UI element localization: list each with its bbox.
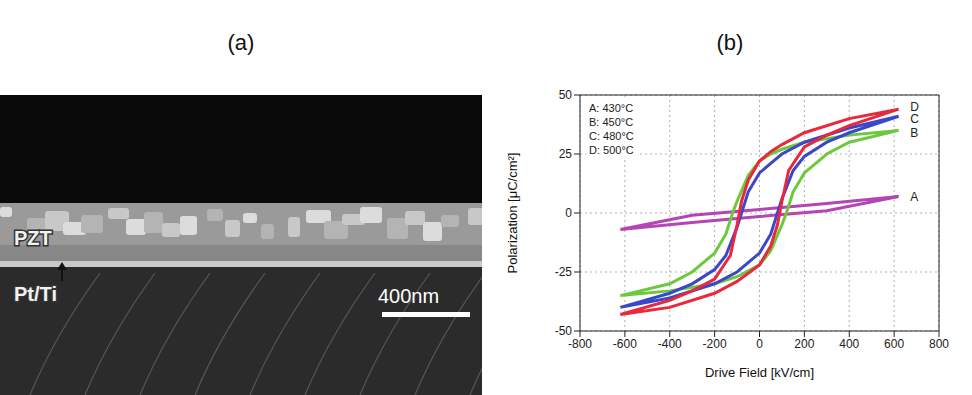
svg-text:0: 0 <box>565 206 572 220</box>
svg-text:-600: -600 <box>613 337 637 351</box>
svg-text:Polarization [μC/cm²]: Polarization [μC/cm²] <box>505 153 520 274</box>
svg-text:50: 50 <box>559 88 573 102</box>
svg-text:-50: -50 <box>555 324 573 338</box>
svg-text:B: B <box>910 126 918 140</box>
svg-text:Pt/Ti: Pt/Ti <box>14 283 57 305</box>
svg-text:PZT: PZT <box>14 227 52 249</box>
svg-text:0: 0 <box>756 337 763 351</box>
svg-text:-25: -25 <box>555 265 573 279</box>
svg-text:A: A <box>910 190 918 204</box>
svg-text:-200: -200 <box>703 337 727 351</box>
svg-text:D: D <box>910 100 919 115</box>
svg-text:800: 800 <box>929 337 949 351</box>
html-text:(b): (b) <box>716 30 744 55</box>
svg-text:200: 200 <box>794 337 814 351</box>
html-text:C: 480°C: C: 480°C <box>589 130 634 142</box>
svg-text:400: 400 <box>839 337 859 351</box>
svg-text:400nm: 400nm <box>378 285 439 307</box>
html-text:D: 500°C: D: 500°C <box>589 144 634 156</box>
svg-text:600: 600 <box>884 337 904 351</box>
svg-text:-400: -400 <box>658 337 682 351</box>
svg-text:25: 25 <box>559 147 573 161</box>
html-text:B: 450°C: B: 450°C <box>589 116 634 128</box>
svg-text:C: C <box>910 112 919 126</box>
svg-text:Drive Field [kV/cm]: Drive Field [kV/cm] <box>705 365 814 380</box>
svg-text:-800: -800 <box>568 337 592 351</box>
html-text:A: 430°C: A: 430°C <box>589 102 634 114</box>
html-text:(a): (a) <box>227 30 255 55</box>
